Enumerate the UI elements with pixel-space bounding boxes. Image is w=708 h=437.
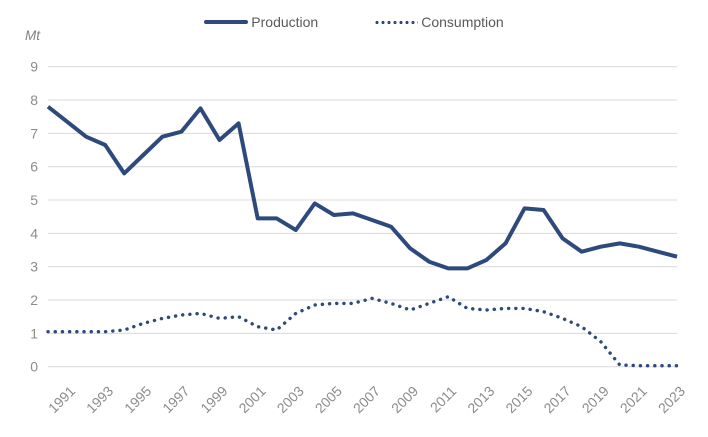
consumption-line-swatch xyxy=(374,19,419,25)
y-tick-label: 5 xyxy=(30,192,38,208)
legend-item-consumption: Consumption xyxy=(374,14,504,30)
legend-label-production: Production xyxy=(251,14,319,30)
consumption-line xyxy=(46,295,679,368)
legend-label-consumption: Consumption xyxy=(421,14,504,30)
x-tick-label: 1993 xyxy=(83,383,116,416)
x-tick-label: 2023 xyxy=(655,383,688,416)
legend-item-production: Production xyxy=(204,14,318,30)
y-axis-unit-label: Mt xyxy=(25,28,40,43)
x-tick-label: 2019 xyxy=(579,383,612,416)
production-line-swatch xyxy=(204,20,249,24)
x-tick-label: 2003 xyxy=(274,383,307,416)
x-tick-label: 2021 xyxy=(617,383,650,416)
y-tick-label: 3 xyxy=(30,259,38,275)
x-tick-label: 1997 xyxy=(159,383,192,416)
legend: Production Consumption xyxy=(0,14,708,30)
y-tick-label: 4 xyxy=(30,225,38,241)
y-tick-label: 7 xyxy=(30,125,38,141)
x-tick-label: 2015 xyxy=(502,383,535,416)
y-tick-label: 6 xyxy=(30,159,38,175)
y-tick-label: 1 xyxy=(30,325,38,341)
y-tick-label: 0 xyxy=(30,359,38,375)
x-tick-label: 2005 xyxy=(312,383,345,416)
x-tick-label: 2001 xyxy=(235,383,268,416)
x-tick-label: 2017 xyxy=(540,383,573,416)
x-tick-label: 1995 xyxy=(121,383,154,416)
x-tick-label: 2009 xyxy=(388,383,421,416)
y-tick-label: 9 xyxy=(30,59,38,75)
x-tick-label: 2013 xyxy=(464,383,497,416)
production-line xyxy=(46,105,678,271)
y-tick-label: 2 xyxy=(30,292,38,308)
x-tick-label: 2011 xyxy=(427,383,460,416)
x-tick-label: 1991 xyxy=(45,383,78,416)
y-tick-label: 8 xyxy=(30,92,38,108)
x-tick-label: 2007 xyxy=(350,383,383,416)
x-tick-label: 1999 xyxy=(197,383,230,416)
